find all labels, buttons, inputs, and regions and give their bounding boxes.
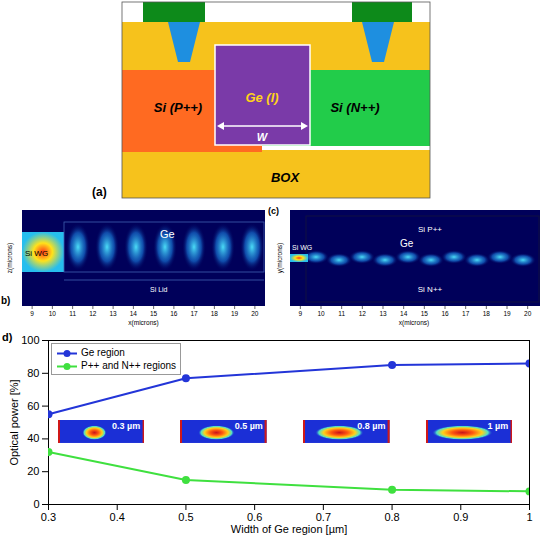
svg-text:19: 19 [231, 310, 239, 317]
svg-text:0: 0 [33, 498, 39, 510]
svg-text:0.9: 0.9 [453, 511, 468, 523]
svg-text:Si P++: Si P++ [418, 225, 442, 234]
svg-text:Ge: Ge [160, 228, 175, 240]
svg-text:(c): (c) [268, 206, 279, 216]
svg-text:Si (N++): Si (N++) [330, 100, 379, 115]
svg-text:17: 17 [462, 310, 470, 317]
html-text:P++ and N++ regions: P++ and N++ regions [81, 360, 177, 371]
svg-text:Ge (I): Ge (I) [245, 90, 278, 105]
svg-text:z(microns): z(microns) [6, 243, 14, 273]
html-text:0.8 µm: 0.8 µm [357, 421, 386, 432]
svg-text:Ge: Ge [400, 238, 414, 249]
svg-text:BOX: BOX [271, 170, 301, 185]
svg-text:0.6: 0.6 [247, 511, 262, 523]
svg-text:Optical power [%]: Optical power [%] [8, 379, 20, 465]
svg-text:11: 11 [69, 310, 76, 317]
svg-text:20: 20 [251, 310, 259, 317]
svg-text:14: 14 [400, 310, 408, 317]
svg-text:10: 10 [317, 310, 325, 317]
svg-text:80: 80 [27, 367, 39, 379]
svg-text:0.4: 0.4 [110, 511, 125, 523]
svg-text:Si WG: Si WG [292, 244, 312, 251]
svg-text:(a): (a) [92, 185, 107, 199]
svg-text:19: 19 [503, 310, 511, 317]
svg-text:10: 10 [49, 310, 57, 317]
svg-text:9: 9 [299, 310, 303, 317]
svg-text:Si N++: Si N++ [418, 285, 443, 294]
svg-text:60: 60 [27, 400, 39, 412]
svg-text:y(microns): y(microns) [276, 243, 284, 273]
svg-text:Si (P++): Si (P++) [154, 100, 202, 115]
svg-text:13: 13 [379, 310, 387, 317]
svg-text:x(microns): x(microns) [399, 319, 429, 327]
svg-text:18: 18 [211, 310, 219, 317]
svg-text:9: 9 [30, 310, 34, 317]
svg-text:12: 12 [359, 310, 367, 317]
svg-text:20: 20 [27, 465, 39, 477]
svg-text:16: 16 [441, 310, 449, 317]
svg-text:18: 18 [483, 310, 491, 317]
svg-text:20: 20 [524, 310, 532, 317]
html-text:0.5 µm: 0.5 µm [234, 421, 263, 432]
svg-text:17: 17 [191, 310, 199, 317]
svg-text:16: 16 [170, 310, 178, 317]
svg-text:14: 14 [130, 310, 138, 317]
svg-text:x(microns): x(microns) [128, 319, 158, 327]
svg-text:Width of Ge region [µm]: Width of Ge region [µm] [231, 523, 347, 535]
svg-text:15: 15 [150, 310, 158, 317]
svg-text:Si WG: Si WG [25, 249, 48, 258]
svg-text:Si Lid: Si Lid [150, 286, 168, 293]
svg-text:0.8: 0.8 [384, 511, 399, 523]
svg-text:0.3: 0.3 [41, 511, 56, 523]
svg-text:13: 13 [110, 310, 118, 317]
svg-text:40: 40 [27, 432, 39, 444]
html-text:Ge region: Ge region [81, 347, 125, 358]
svg-text:11: 11 [338, 310, 345, 317]
html-text:d): d) [2, 331, 13, 343]
svg-text:b): b) [1, 295, 10, 306]
svg-text:1: 1 [526, 511, 532, 523]
svg-text:W: W [257, 131, 269, 143]
svg-text:0.7: 0.7 [316, 511, 331, 523]
html-text:1 µm: 1 µm [487, 421, 509, 432]
svg-text:100: 100 [21, 334, 39, 346]
html-text:0.3 µm: 0.3 µm [112, 421, 141, 432]
svg-text:12: 12 [89, 310, 97, 317]
svg-text:15: 15 [421, 310, 429, 317]
svg-text:0.5: 0.5 [178, 511, 193, 523]
